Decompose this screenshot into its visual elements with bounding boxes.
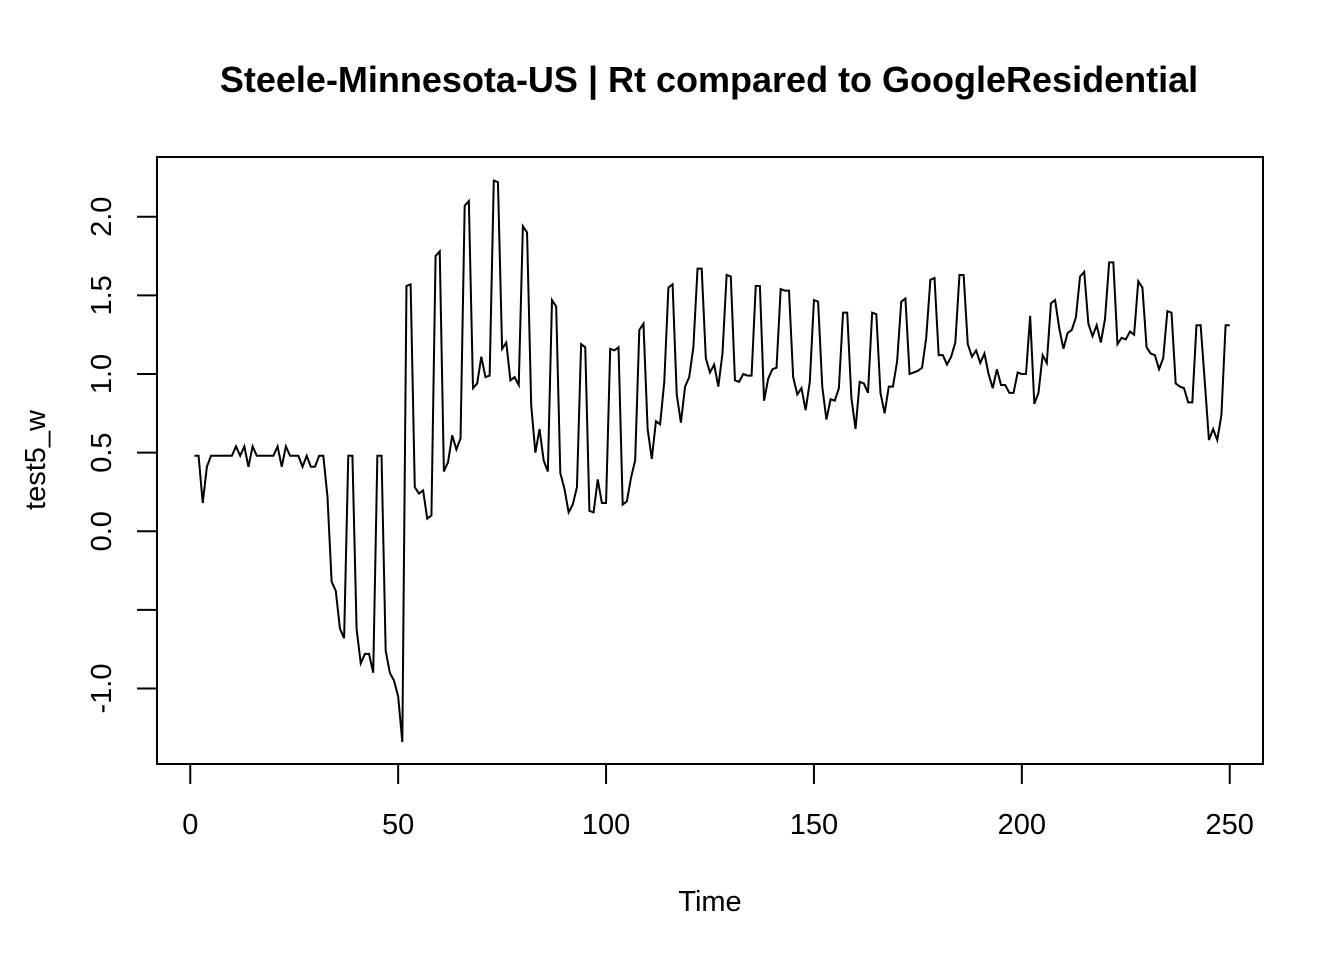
y-tick-label: 0.0 — [86, 511, 118, 551]
y-tick-label: 1.0 — [86, 354, 118, 394]
x-axis-label: Time — [678, 886, 741, 918]
y-tick-label: 1.5 — [86, 275, 118, 315]
y-axis-label: test5_w — [20, 409, 52, 510]
series-line-0 — [194, 179, 1230, 743]
y-tick-label: -1.0 — [86, 664, 118, 714]
series-layer — [194, 179, 1230, 743]
y-axis: -1.0 0.0 0.5 1.0 1.5 2.0 — [86, 197, 158, 714]
x-tick-label: 100 — [582, 809, 630, 841]
x-axis: 0 50 100 150 200 250 — [182, 763, 1254, 841]
x-tick-label: 250 — [1206, 809, 1254, 841]
chart-title: Steele-Minnesota-US | Rt compared to Goo… — [220, 59, 1198, 101]
x-tick-label: 50 — [382, 809, 414, 841]
x-tick-label: 150 — [790, 809, 838, 841]
x-tick-label: 200 — [998, 809, 1046, 841]
x-tick-label: 0 — [182, 809, 198, 841]
y-tick-label: 0.5 — [86, 432, 118, 472]
y-tick-label: 2.0 — [86, 197, 118, 237]
